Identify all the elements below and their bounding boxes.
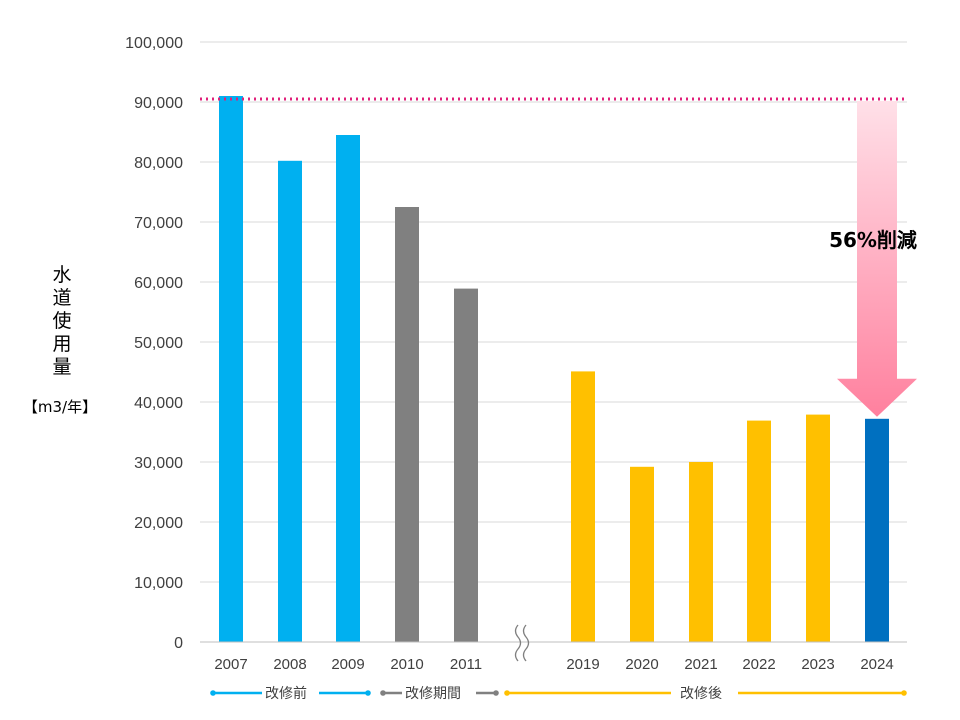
bar-2009 [336,135,360,642]
y-axis-label-char: 使 [52,310,71,332]
x-tick-label: 2008 [273,656,306,673]
y-axis-label-char: 水 [52,264,71,286]
bar-2020 [630,466,654,642]
x-tick-label: 2020 [625,656,658,673]
reduction-arrow [837,101,917,417]
y-tick-label: 50,000 [134,335,183,352]
y-tick-label: 100,000 [125,35,183,52]
bar-2024 [865,418,889,642]
y-tick-label: 0 [174,635,183,652]
y-tick-label: 60,000 [134,275,183,292]
legend: 改修前 改修期間 改修後 [210,685,907,702]
x-tick-label: 2007 [214,656,247,673]
bar-2010 [395,207,419,642]
legend-marker [380,690,386,696]
legend-marker [493,690,499,696]
x-tick-label: 2009 [331,656,364,673]
bar-2021 [689,462,713,642]
x-tick-label: 2024 [860,656,893,673]
y-axis-label-char: 道 [52,287,71,309]
axis-break-squiggle [522,624,530,662]
x-tick-label: 2021 [684,656,717,673]
legend-marker [365,690,371,696]
y-axis-label-char: 量 [52,356,71,378]
x-tick-label: 2011 [450,656,482,673]
legend-label: 改修後 [680,686,722,702]
x-tick-label: 2023 [801,656,834,673]
y-axis-label-char: 用 [52,333,71,355]
bar-2007 [219,96,243,642]
y-axis-ticks: 0 10,000 20,000 30,000 40,000 50,000 60,000 70,… [125,35,183,652]
legend-marker [210,690,216,696]
bar-2011 [454,288,478,642]
bar-2023 [806,414,830,642]
bars [219,96,889,643]
x-tick-label: 2019 [566,656,599,673]
y-tick-label: 40,000 [134,395,183,412]
legend-item: 改修期間 [380,686,499,702]
legend-item: 改修後 [504,686,907,702]
legend-label: 改修前 [265,685,307,702]
axis-break-squiggle [514,624,522,662]
legend-item: 改修前 [210,685,371,702]
y-tick-label: 70,000 [134,215,183,232]
x-axis-ticks: 2007 2008 2009 2010 2011 2019 2020 2021 2022 2023… [214,656,893,673]
legend-marker [504,690,510,696]
y-axis-unit: 【m3/年】 [23,398,97,416]
reduction-annotation: 56%削減 [829,228,917,252]
legend-label: 改修期間 [405,686,461,702]
y-tick-label: 20,000 [134,515,183,532]
bar-2019 [571,371,595,642]
y-tick-label: 90,000 [134,95,183,112]
axis-break-mark [514,624,530,662]
bar-2022 [747,420,771,642]
bar-2008 [278,160,302,643]
x-tick-label: 2022 [742,656,775,673]
y-tick-label: 30,000 [134,455,183,472]
y-tick-label: 10,000 [134,575,183,592]
y-tick-label: 80,000 [134,155,183,172]
legend-marker [901,690,907,696]
gridlines [200,41,907,583]
x-tick-label: 2010 [390,656,423,673]
